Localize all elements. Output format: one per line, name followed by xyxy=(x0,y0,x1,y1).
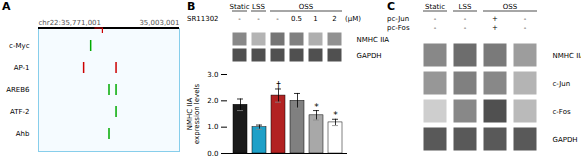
svg-text:0.5: 0.5 xyxy=(291,15,302,23)
svg-text:1.0: 1.0 xyxy=(207,123,218,131)
svg-text:NMHC IIA: NMHC IIA xyxy=(357,36,390,44)
svg-text:-: - xyxy=(434,24,437,32)
svg-text:AP-1: AP-1 xyxy=(14,64,30,72)
svg-text:OSS: OSS xyxy=(503,3,518,11)
svg-text:-: - xyxy=(238,15,241,23)
svg-text:LSS: LSS xyxy=(252,3,265,11)
svg-text:*: * xyxy=(333,110,338,120)
svg-text:c-Jun: c-Jun xyxy=(553,80,571,88)
svg-text:*: * xyxy=(314,102,319,112)
svg-text:pc-Jun: pc-Jun xyxy=(387,15,409,23)
svg-text:NMHC IIA: NMHC IIA xyxy=(553,52,581,60)
svg-text:Ahb: Ahb xyxy=(16,130,30,138)
svg-text:+: + xyxy=(492,24,498,32)
svg-text:-: - xyxy=(464,15,467,23)
svg-text:pc-Fos: pc-Fos xyxy=(387,24,410,32)
svg-text:chr22:35,771,001: chr22:35,771,001 xyxy=(39,19,102,27)
svg-text:c-Myc: c-Myc xyxy=(9,42,30,50)
html-text:C: C xyxy=(387,0,396,13)
svg-text:+: + xyxy=(492,15,498,23)
svg-text:AREB6: AREB6 xyxy=(6,86,30,94)
svg-text:-: - xyxy=(464,24,467,32)
svg-text:OSS: OSS xyxy=(299,3,314,11)
svg-text:-: - xyxy=(434,15,437,23)
html-text:B: B xyxy=(187,0,196,13)
svg-text:3.0: 3.0 xyxy=(207,71,218,79)
svg-text:35,003,001: 35,003,001 xyxy=(139,19,179,27)
svg-text:2: 2 xyxy=(332,15,336,23)
svg-text:SR11302: SR11302 xyxy=(187,15,219,23)
svg-text:†: † xyxy=(276,80,281,90)
svg-text:c-Fos: c-Fos xyxy=(553,108,571,116)
svg-text:GAPDH: GAPDH xyxy=(357,52,382,60)
svg-text:1: 1 xyxy=(313,15,317,23)
svg-text:NMHC IIAexpression levels: NMHC IIAexpression levels xyxy=(186,84,201,145)
html-text:A: A xyxy=(2,0,11,13)
svg-text:ATF-2: ATF-2 xyxy=(10,108,30,116)
svg-text:0.0: 0.0 xyxy=(207,150,218,157)
svg-text:Static: Static xyxy=(425,3,445,11)
svg-text:Static: Static xyxy=(229,3,249,11)
svg-text:-: - xyxy=(524,15,527,23)
svg-text:GAPDH: GAPDH xyxy=(553,136,578,144)
svg-text:-: - xyxy=(276,15,279,23)
svg-text:-: - xyxy=(257,15,260,23)
svg-text:(μM): (μM) xyxy=(345,15,361,23)
svg-text:-: - xyxy=(524,24,527,32)
svg-text:LSS: LSS xyxy=(459,3,472,11)
svg-text:2.0: 2.0 xyxy=(207,97,218,105)
